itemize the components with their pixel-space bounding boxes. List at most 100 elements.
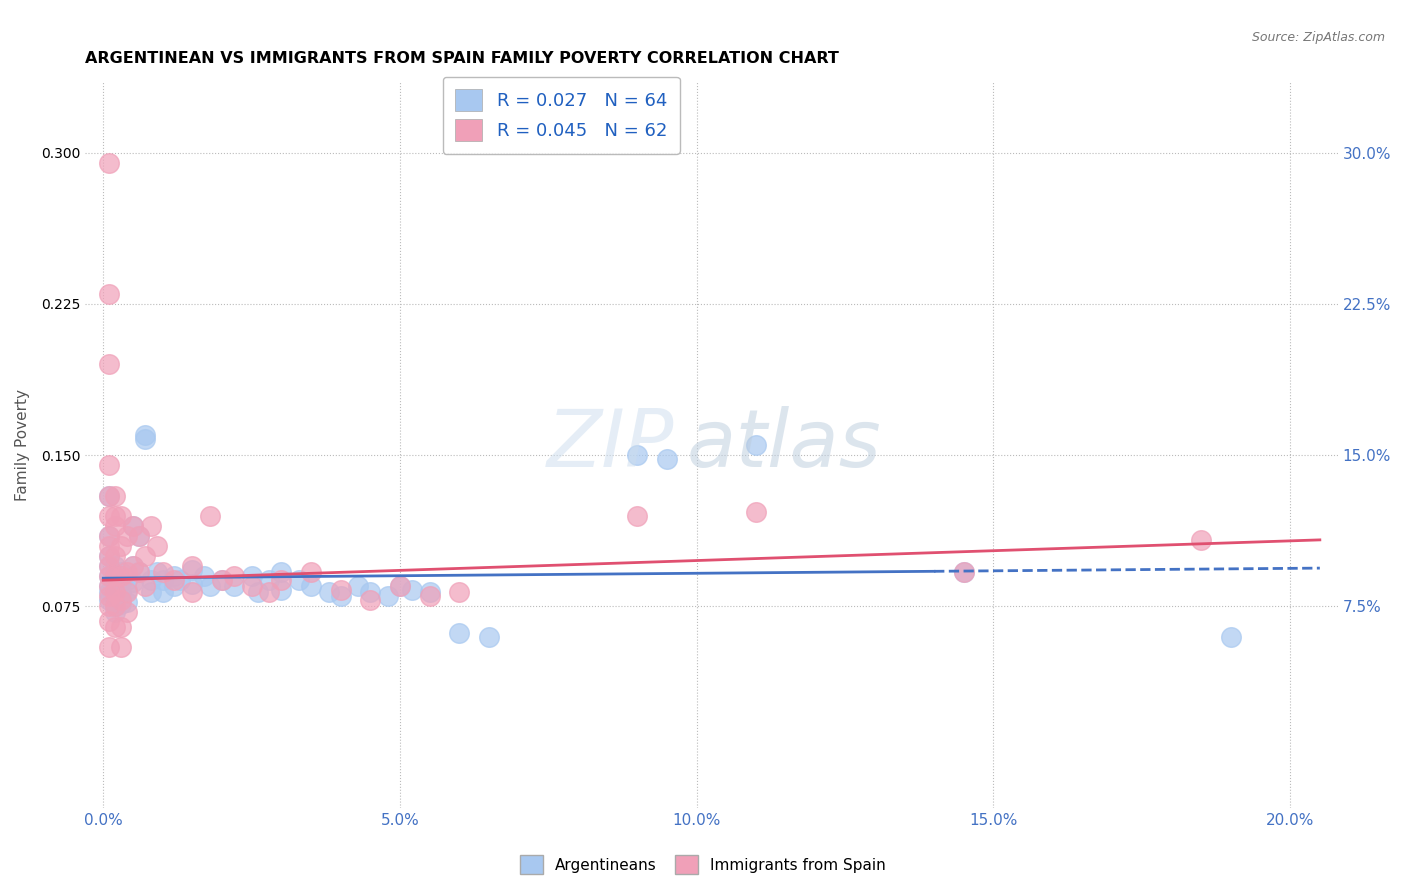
Point bbox=[98, 590, 121, 604]
Text: atlas: atlas bbox=[686, 406, 882, 484]
Point bbox=[115, 583, 138, 598]
Point bbox=[139, 573, 162, 587]
Point bbox=[98, 286, 121, 301]
Point bbox=[104, 549, 127, 563]
Y-axis label: Family Poverty: Family Poverty bbox=[15, 389, 30, 501]
Point bbox=[98, 489, 121, 503]
Point bbox=[98, 559, 121, 574]
Point bbox=[240, 579, 263, 593]
Point bbox=[104, 619, 127, 633]
Point bbox=[181, 577, 204, 591]
Point bbox=[104, 590, 127, 604]
Point bbox=[110, 598, 132, 612]
Point bbox=[110, 565, 132, 579]
Point bbox=[98, 458, 121, 473]
Point bbox=[152, 573, 174, 587]
Point bbox=[98, 559, 121, 574]
Point bbox=[240, 569, 263, 583]
Point bbox=[98, 569, 121, 583]
Point bbox=[626, 508, 648, 523]
Point bbox=[122, 575, 145, 590]
Point bbox=[98, 593, 121, 607]
Point bbox=[163, 573, 186, 587]
Point bbox=[134, 579, 156, 593]
Point bbox=[193, 569, 215, 583]
Point bbox=[299, 565, 322, 579]
Point bbox=[952, 565, 974, 579]
Point bbox=[329, 590, 352, 604]
Point bbox=[98, 614, 121, 628]
Point bbox=[104, 569, 127, 583]
Point bbox=[110, 508, 132, 523]
Point bbox=[98, 539, 121, 553]
Point bbox=[98, 549, 121, 563]
Point bbox=[222, 569, 245, 583]
Point bbox=[181, 559, 204, 574]
Point bbox=[359, 593, 381, 607]
Point bbox=[115, 565, 138, 579]
Point bbox=[655, 452, 678, 467]
Point bbox=[110, 569, 132, 583]
Point bbox=[98, 155, 121, 169]
Point bbox=[152, 585, 174, 599]
Text: ARGENTINEAN VS IMMIGRANTS FROM SPAIN FAMILY POVERTY CORRELATION CHART: ARGENTINEAN VS IMMIGRANTS FROM SPAIN FAM… bbox=[86, 51, 839, 66]
Point bbox=[359, 585, 381, 599]
Point bbox=[211, 573, 233, 587]
Point bbox=[98, 640, 121, 654]
Point bbox=[98, 489, 121, 503]
Point bbox=[98, 549, 121, 563]
Point bbox=[745, 438, 768, 452]
Point bbox=[104, 599, 127, 614]
Point bbox=[211, 573, 233, 587]
Point bbox=[222, 579, 245, 593]
Point bbox=[128, 529, 150, 543]
Point bbox=[98, 599, 121, 614]
Point bbox=[952, 565, 974, 579]
Point bbox=[419, 590, 441, 604]
Point bbox=[128, 565, 150, 579]
Point bbox=[110, 640, 132, 654]
Legend: Argentineans, Immigrants from Spain: Argentineans, Immigrants from Spain bbox=[513, 849, 893, 880]
Point bbox=[139, 585, 162, 599]
Point bbox=[98, 569, 121, 583]
Point bbox=[115, 529, 138, 543]
Point bbox=[299, 579, 322, 593]
Point bbox=[259, 573, 281, 587]
Point bbox=[318, 585, 340, 599]
Point bbox=[377, 590, 399, 604]
Point bbox=[98, 508, 121, 523]
Point bbox=[1189, 533, 1212, 547]
Point bbox=[169, 573, 191, 587]
Point bbox=[270, 573, 292, 587]
Point bbox=[270, 565, 292, 579]
Point bbox=[198, 508, 221, 523]
Point bbox=[110, 619, 132, 633]
Point bbox=[134, 428, 156, 442]
Point bbox=[104, 489, 127, 503]
Point bbox=[246, 585, 269, 599]
Point bbox=[122, 518, 145, 533]
Point bbox=[745, 505, 768, 519]
Point bbox=[98, 579, 121, 593]
Point bbox=[104, 518, 127, 533]
Point bbox=[1219, 630, 1241, 644]
Point bbox=[388, 579, 411, 593]
Point bbox=[122, 518, 145, 533]
Point bbox=[104, 559, 127, 574]
Point bbox=[259, 585, 281, 599]
Point bbox=[145, 539, 167, 553]
Point bbox=[329, 583, 352, 598]
Point bbox=[115, 573, 138, 587]
Point bbox=[478, 630, 501, 644]
Point bbox=[115, 606, 138, 620]
Point bbox=[145, 565, 167, 579]
Point bbox=[198, 579, 221, 593]
Point bbox=[419, 585, 441, 599]
Point bbox=[98, 529, 121, 543]
Point bbox=[163, 569, 186, 583]
Point bbox=[128, 529, 150, 543]
Point bbox=[449, 625, 471, 640]
Point bbox=[110, 593, 132, 607]
Point bbox=[104, 569, 127, 583]
Point bbox=[128, 565, 150, 579]
